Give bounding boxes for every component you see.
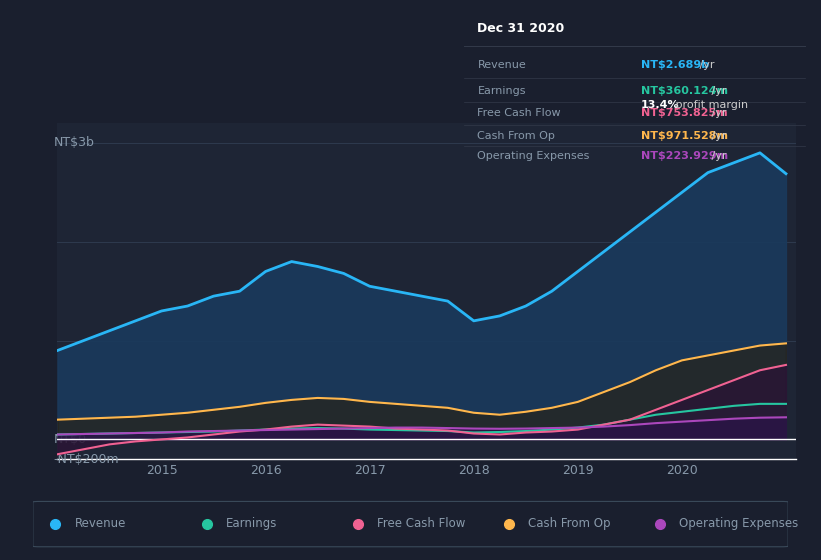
Text: NT$971.528m: NT$971.528m [641,130,728,141]
Text: Operating Expenses: Operating Expenses [478,151,589,161]
Text: Revenue: Revenue [478,60,526,71]
Text: /yr: /yr [709,108,727,118]
Text: Cash From Op: Cash From Op [478,130,555,141]
Text: NT$360.124m: NT$360.124m [641,86,728,96]
Text: NT$753.825m: NT$753.825m [641,108,727,118]
Text: /yr: /yr [696,60,715,71]
FancyBboxPatch shape [33,501,788,547]
Text: profit margin: profit margin [672,100,748,110]
Text: Free Cash Flow: Free Cash Flow [377,517,465,530]
Text: NT$0: NT$0 [54,433,87,446]
Text: /yr: /yr [709,130,727,141]
Text: NT$223.929m: NT$223.929m [641,151,728,161]
Text: NT$2.689b: NT$2.689b [641,60,709,71]
Text: Earnings: Earnings [226,517,277,530]
Text: -NT$200m: -NT$200m [54,452,119,466]
Text: 13.4%: 13.4% [641,100,680,110]
Text: Dec 31 2020: Dec 31 2020 [478,22,565,35]
Text: Revenue: Revenue [75,517,126,530]
Text: /yr: /yr [709,86,727,96]
Text: NT$3b: NT$3b [54,137,94,150]
Text: Earnings: Earnings [478,86,526,96]
Text: Free Cash Flow: Free Cash Flow [478,108,561,118]
Text: Operating Expenses: Operating Expenses [679,517,798,530]
Text: Cash From Op: Cash From Op [528,517,610,530]
Text: /yr: /yr [709,151,727,161]
